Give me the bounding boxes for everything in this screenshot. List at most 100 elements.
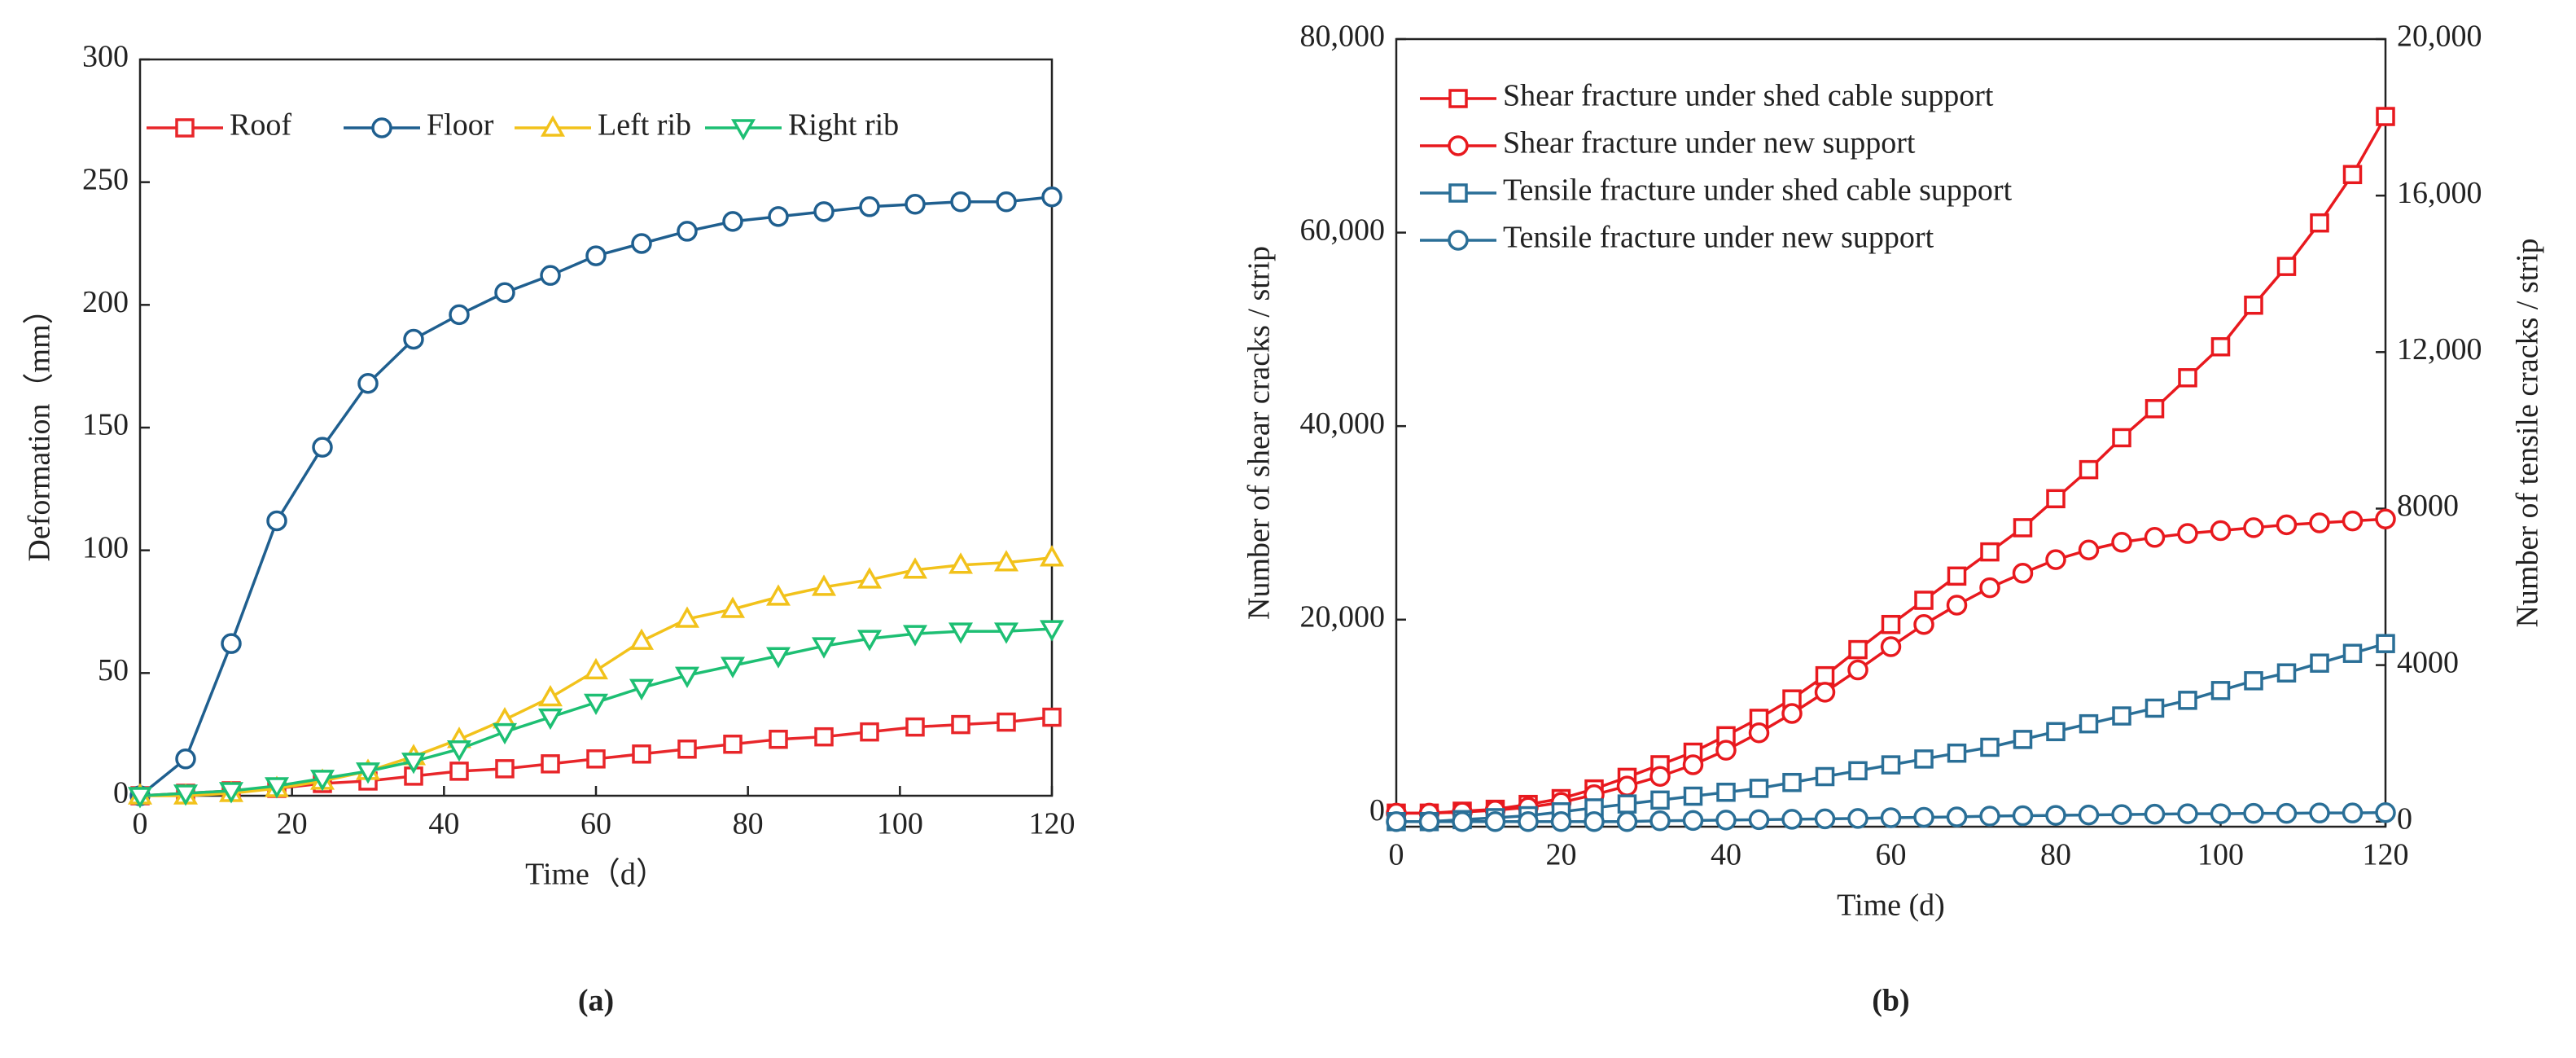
data-point [173, 784, 199, 806]
data-point [1881, 614, 1901, 634]
legend-marker [540, 115, 566, 137]
data-point [632, 744, 651, 764]
data-point [1039, 545, 1065, 567]
data-point [2012, 805, 2034, 827]
data-point [1815, 665, 1835, 686]
data-point [1880, 807, 1902, 828]
plot-frame [138, 58, 1054, 797]
data-point [950, 191, 971, 213]
y-tick-label: 200 [82, 285, 129, 319]
data-point [722, 211, 743, 232]
data-point [1848, 639, 1868, 660]
data-point [1748, 722, 1770, 744]
x-tick-label: 20 [1546, 838, 1577, 872]
data-point [1748, 809, 1770, 831]
data-point [629, 678, 655, 700]
legend-marker [1448, 230, 1469, 251]
x-tick-label: 40 [1711, 838, 1741, 872]
data-point [2243, 802, 2264, 824]
data-point [765, 647, 791, 669]
data-point [1682, 754, 1704, 775]
data-point [492, 722, 518, 745]
x-tick-label: 20 [277, 807, 308, 841]
data-point [811, 574, 837, 596]
data-point [2078, 539, 2100, 560]
y2-tick-label: 4000 [2397, 645, 2459, 679]
data-point [1039, 620, 1065, 642]
y2-tick-label: 16,000 [2397, 176, 2482, 210]
data-point [1518, 811, 1539, 832]
data-point [403, 328, 424, 350]
legend-marker [175, 118, 195, 138]
x-tick-label: 60 [1876, 838, 1907, 872]
legend-label: Left rib [598, 108, 691, 143]
data-point [218, 782, 244, 804]
data-point [629, 628, 655, 650]
x-tick-label: 100 [877, 807, 923, 841]
y-tick-label: 100 [82, 530, 129, 564]
data-point [1782, 772, 1802, 792]
data-point [1847, 659, 1868, 681]
data-point [1041, 186, 1062, 208]
data-point [1781, 809, 1803, 830]
data-point [221, 633, 242, 654]
data-point [2276, 802, 2298, 824]
data-point [1715, 810, 1737, 831]
data-point [856, 567, 883, 589]
x-tick-label: 120 [1029, 807, 1076, 841]
data-point [1781, 703, 1803, 724]
data-point [2210, 520, 2232, 542]
data-point [677, 221, 698, 242]
legend-marker [1448, 89, 1468, 108]
data-point [996, 191, 1017, 213]
data-point [2276, 663, 2297, 683]
data-point [2112, 706, 2131, 726]
y-tick-label: 150 [82, 408, 129, 442]
data-point [902, 557, 928, 579]
data-point [905, 194, 926, 215]
data-point [495, 759, 515, 779]
data-point [1715, 740, 1737, 761]
data-point [1649, 810, 1671, 832]
data-point [1386, 811, 1407, 832]
data-point [1650, 790, 1670, 810]
data-point [2210, 681, 2231, 700]
y-tick-label: 300 [82, 40, 129, 74]
data-point [1848, 761, 1868, 781]
data-point [1484, 811, 1506, 832]
data-point [401, 753, 427, 775]
y2-axis-label: Number of tensile cracks / strip [2511, 238, 2545, 627]
legend-marker [1448, 183, 1468, 203]
data-point [813, 201, 835, 222]
data-point [309, 770, 335, 792]
data-point [1947, 566, 1967, 586]
data-point [2342, 643, 2363, 663]
legend-marker [730, 119, 756, 141]
data-point [1880, 636, 1902, 657]
y-tick-label: 60,000 [1300, 213, 1386, 247]
data-point [583, 693, 609, 716]
data-point [811, 637, 837, 659]
data-point [1946, 806, 1968, 828]
data-point [446, 740, 472, 762]
legend-label: Shear fracture under new support [1503, 126, 1916, 160]
legend-marker [371, 117, 392, 138]
data-point [2111, 804, 2132, 825]
data-point [1814, 682, 1836, 703]
data-point [2078, 804, 2100, 826]
data-point [2013, 730, 2033, 749]
y2-tick-label: 8000 [2397, 489, 2459, 523]
data-point [1913, 613, 1934, 635]
data-point [1550, 811, 1572, 832]
data-point [951, 714, 970, 735]
data-point [993, 622, 1019, 644]
data-point [905, 717, 925, 737]
data-point [1979, 806, 2000, 827]
x-tick-label: 80 [733, 807, 764, 841]
data-point [2309, 802, 2330, 823]
data-point [993, 550, 1019, 572]
data-point [1683, 786, 1703, 806]
series-line [1396, 642, 2386, 823]
legend-label: Tensile fracture under new support [1503, 221, 1934, 255]
